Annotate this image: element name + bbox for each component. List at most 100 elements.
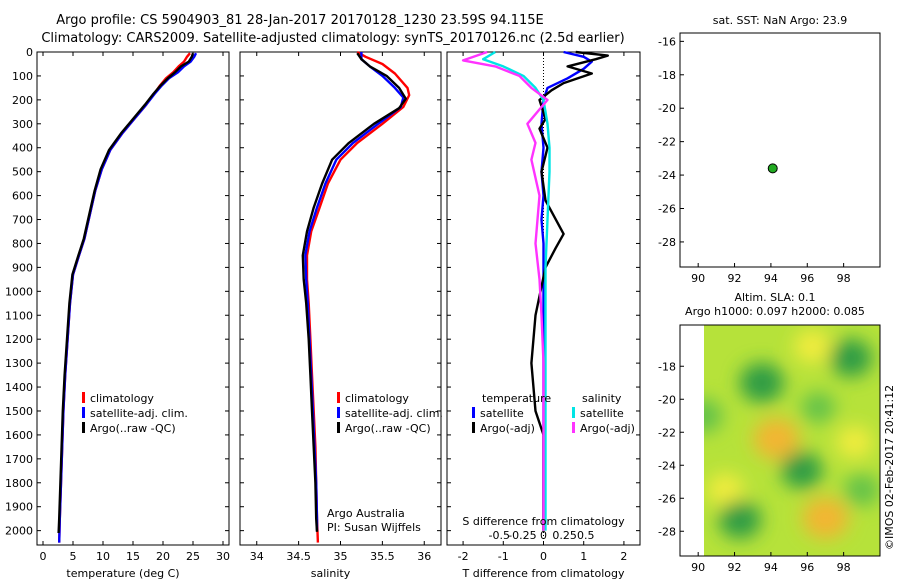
annotation-text: Argo Australia bbox=[327, 507, 405, 520]
x-axis-label-top: S difference from climatology bbox=[462, 515, 625, 528]
x-tick-top-label: 0.5 bbox=[577, 529, 595, 542]
y-tick-label: -22 bbox=[658, 426, 676, 439]
depth-tick-label: 1200 bbox=[5, 333, 33, 346]
legend-swatch bbox=[572, 407, 575, 418]
heatmap-blob bbox=[718, 500, 762, 539]
x-tick-label: 92 bbox=[728, 272, 742, 285]
x-tick-label: 30 bbox=[216, 550, 230, 563]
sla-title-2: Argo h1000: 0.097 h2000: 0.085 bbox=[685, 305, 865, 318]
y-tick-label: -24 bbox=[658, 459, 676, 472]
series-line-t-argo bbox=[530, 50, 609, 531]
depth-tick-label: 300 bbox=[12, 118, 33, 131]
x-tick-label: 25 bbox=[186, 550, 200, 563]
sst-map-title: sat. SST: NaN Argo: 23.9 bbox=[713, 14, 847, 27]
map-frame bbox=[679, 32, 881, 268]
x-tick-top-label: -0.25 bbox=[508, 529, 536, 542]
y-tick-label: -18 bbox=[658, 360, 676, 373]
heatmap-blobs bbox=[704, 329, 880, 539]
title-line-1: Argo profile: CS 5904903_81 28-Jan-2017 … bbox=[56, 13, 544, 28]
legend-label: satellite bbox=[480, 407, 524, 420]
legend-swatch bbox=[337, 422, 340, 433]
x-tick-label: 92 bbox=[728, 561, 742, 574]
x-tick-label: 96 bbox=[800, 272, 814, 285]
x-tick-label: 96 bbox=[800, 561, 814, 574]
x-tick-label: 35 bbox=[334, 550, 348, 563]
depth-tick-label: 1400 bbox=[5, 381, 33, 394]
heatmap-blob bbox=[801, 392, 836, 423]
x-tick-label: 98 bbox=[837, 561, 851, 574]
legend-swatch bbox=[337, 392, 340, 403]
x-tick-label: -1 bbox=[498, 550, 509, 563]
y-tick-label: -20 bbox=[658, 393, 676, 406]
x-tick-label: 20 bbox=[156, 550, 170, 563]
x-tick-label: 0 bbox=[40, 550, 47, 563]
x-tick-label: 98 bbox=[837, 272, 851, 285]
annotation-text: PI: Susan Wijffels bbox=[327, 521, 421, 534]
y-tick-label: -18 bbox=[658, 69, 676, 82]
legend-swatch bbox=[472, 422, 475, 433]
temperature-panel: 0100200300400500600700800900100011001200… bbox=[5, 46, 230, 580]
depth-tick-label: 1000 bbox=[5, 285, 33, 298]
x-tick-label: 10 bbox=[96, 550, 110, 563]
salinity-panel: 34 34.5 35 35.5 36 salinity climatology satelli… bbox=[239, 50, 443, 580]
x-tick-top-label: -0.5 bbox=[489, 529, 510, 542]
depth-tick-label: 200 bbox=[12, 94, 33, 107]
legend-swatch bbox=[82, 422, 85, 433]
x-tick-label: 1 bbox=[580, 550, 587, 563]
imos-timestamp: ©IMOS 02-Feb-2017 20:41:12 bbox=[883, 385, 896, 550]
y-tick-label: -20 bbox=[658, 102, 676, 115]
legend-title: temperature bbox=[482, 392, 551, 405]
x-tick-top-label: 0 bbox=[540, 529, 547, 542]
x-axis-label: salinity bbox=[311, 567, 351, 580]
depth-tick-label: 400 bbox=[12, 142, 33, 155]
depth-tick-label: 900 bbox=[12, 261, 33, 274]
legend-swatch bbox=[82, 407, 85, 418]
depth-tick-label: 800 bbox=[12, 237, 33, 250]
depth-tick-label: 700 bbox=[12, 214, 33, 227]
legend-label: climatology bbox=[345, 392, 409, 405]
x-tick-label: 90 bbox=[691, 561, 705, 574]
title-line-2: Climatology: CARS2009. Satellite-adjuste… bbox=[41, 31, 624, 46]
legend-label: satellite bbox=[580, 407, 624, 420]
x-tick-label: 34 bbox=[250, 550, 264, 563]
depth-tick-label: 1500 bbox=[5, 405, 33, 418]
heatmap-blob bbox=[802, 497, 849, 539]
depth-tick-label: 1800 bbox=[5, 477, 33, 490]
legend-swatch bbox=[82, 392, 85, 403]
depth-tick-label: 1300 bbox=[5, 357, 33, 370]
series-line-argo bbox=[301, 52, 407, 532]
heatmap-blob bbox=[836, 425, 873, 459]
x-axis-label: T difference from climatology bbox=[462, 567, 625, 580]
heatmap-blob bbox=[706, 473, 744, 507]
legend-label: climatology bbox=[90, 392, 154, 405]
x-tick-label: 2 bbox=[620, 550, 627, 563]
x-axis-label: temperature (deg C) bbox=[66, 567, 179, 580]
legend-title: salinity bbox=[582, 392, 622, 405]
x-tick-label: 35.5 bbox=[370, 550, 395, 563]
argo-float-marker bbox=[767, 163, 778, 174]
legend-label: Argo(-adj) bbox=[580, 422, 635, 435]
legend-label: satellite-adj. clim. bbox=[345, 407, 443, 420]
x-tick-label: 94 bbox=[764, 561, 778, 574]
sst-map-panel: sat. SST: NaN Argo: 23.9 90 92 94 96 98 -16 -18… bbox=[658, 14, 881, 285]
legend-swatch bbox=[472, 407, 475, 418]
series-line-s-argo bbox=[461, 50, 549, 531]
difference-panel: -2 -1 0 1 2 T difference from climatology temp… bbox=[446, 50, 641, 580]
x-tick-label: 0 bbox=[540, 550, 547, 563]
y-tick-label: -16 bbox=[658, 35, 676, 48]
heatmap-blob bbox=[843, 473, 880, 507]
y-tick-label: -22 bbox=[658, 136, 676, 149]
x-tick-label: 94 bbox=[764, 272, 778, 285]
legend-swatch bbox=[572, 422, 575, 433]
x-tick-top-label: 0.25 bbox=[552, 529, 577, 542]
series-line-argo bbox=[57, 52, 195, 534]
x-tick-label: 15 bbox=[126, 550, 140, 563]
x-tick-label: 34.5 bbox=[286, 550, 311, 563]
heatmap-blob bbox=[829, 338, 873, 378]
legend-label: Argo(-adj) bbox=[480, 422, 535, 435]
y-tick-label: -26 bbox=[658, 203, 676, 216]
y-tick-label: -24 bbox=[658, 169, 676, 182]
depth-tick-label: 1100 bbox=[5, 309, 33, 322]
